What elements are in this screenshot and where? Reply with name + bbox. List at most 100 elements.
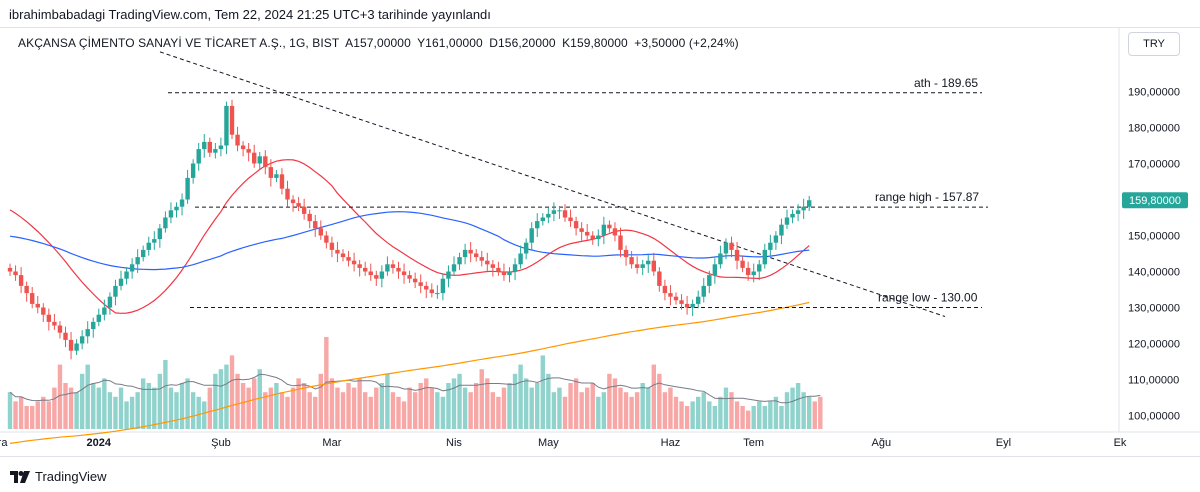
candle-body xyxy=(779,224,784,236)
candle-body xyxy=(640,264,645,268)
candle-body xyxy=(673,296,679,301)
volume-bar xyxy=(174,392,179,429)
volume-bar xyxy=(818,396,823,429)
candle-body xyxy=(113,285,118,297)
candle-body xyxy=(401,271,407,276)
volume-bar xyxy=(390,392,396,429)
volume-bar xyxy=(679,401,684,429)
volume-bar xyxy=(190,392,196,429)
candle-body xyxy=(351,260,357,265)
candle-body xyxy=(690,303,695,308)
candle-body xyxy=(573,221,579,229)
candle-body xyxy=(745,267,751,276)
candle-body xyxy=(91,321,96,330)
volume-bar xyxy=(368,396,373,429)
candle-body xyxy=(363,267,368,272)
candle-body xyxy=(457,257,462,265)
volume-bar xyxy=(807,396,812,429)
candle-body xyxy=(7,267,13,272)
candle-body xyxy=(784,217,790,225)
candle-body xyxy=(701,285,706,297)
volume-bar xyxy=(585,387,590,429)
volume-bar xyxy=(129,396,135,429)
candle-body xyxy=(174,206,179,211)
volume-bar xyxy=(213,373,218,429)
candle-body xyxy=(429,289,434,294)
candle-body xyxy=(579,228,584,232)
volume-bar xyxy=(229,355,235,429)
volume-bar xyxy=(363,392,368,429)
currency-selector[interactable]: TRY xyxy=(1128,32,1180,56)
volume-bar xyxy=(612,378,618,429)
price-chart[interactable]: ath - 189.65 range high - 157.87 range low… xyxy=(0,28,1200,456)
candle-body xyxy=(141,249,146,258)
candle-body xyxy=(196,149,201,164)
header-bar: ibrahimbabadagi TradingView.com, Tem 22,… xyxy=(0,0,1200,28)
volume-bar xyxy=(690,401,695,429)
volume-bar xyxy=(263,392,268,429)
candle-body xyxy=(562,210,568,218)
ohlc-close: K159,80000 xyxy=(562,36,628,50)
volume-bar xyxy=(296,378,301,429)
x-tick-label: Ağu xyxy=(872,437,892,449)
ma-red-line xyxy=(9,159,810,314)
y-tick-label: 140,00000 xyxy=(1128,267,1180,279)
volume-bar xyxy=(673,396,679,429)
chart-frame[interactable]: ath - 189.65 range high - 157.87 range low… xyxy=(0,28,1200,456)
trendline xyxy=(159,51,946,317)
candle-body xyxy=(568,217,573,222)
brand-name: TradingView xyxy=(35,469,107,484)
volume-bar xyxy=(235,373,240,429)
candle-body xyxy=(807,200,812,207)
candle-body xyxy=(157,228,163,240)
volume-bar xyxy=(557,387,562,429)
volume-bar xyxy=(52,387,57,429)
tradingview-logo-icon xyxy=(10,470,30,483)
candle-body xyxy=(634,264,640,268)
range-high-label: range high - 157.87 xyxy=(875,190,979,204)
volume-bar xyxy=(301,383,307,429)
volume-bar xyxy=(446,383,451,429)
volume-bar xyxy=(318,373,323,429)
volume-bar xyxy=(707,401,712,429)
y-tick-label: 190,00000 xyxy=(1128,87,1180,99)
candle-body xyxy=(63,332,68,340)
volume-bar xyxy=(762,406,767,429)
ohlc-high: Y161,00000 xyxy=(417,36,483,50)
candle-body xyxy=(479,257,484,261)
volume-bar xyxy=(618,387,623,429)
volume-bar xyxy=(662,392,668,429)
volume-bar xyxy=(529,387,534,429)
candle-body xyxy=(13,271,18,276)
candle-body xyxy=(257,156,262,164)
volume-bar xyxy=(607,373,612,429)
volume-bar xyxy=(252,378,257,429)
volume-bar xyxy=(24,406,29,429)
candle-body xyxy=(768,242,773,250)
candle-body xyxy=(629,257,634,265)
candle-body xyxy=(368,271,373,276)
volume-bar xyxy=(152,387,157,429)
candle-body xyxy=(335,249,340,254)
candle-body xyxy=(651,260,656,272)
volume-bar xyxy=(340,392,346,429)
volume-ma-line xyxy=(9,373,821,404)
volume-bar xyxy=(224,364,229,429)
volume-bar xyxy=(168,387,174,429)
candle-body xyxy=(412,278,418,283)
volume-bar xyxy=(701,392,706,429)
candle-body xyxy=(535,221,540,229)
volume-bar xyxy=(407,387,412,429)
candle-body xyxy=(52,321,57,326)
volume-bar xyxy=(74,392,79,429)
volume-bar xyxy=(451,378,457,429)
volume-bar xyxy=(313,396,318,429)
candle-body xyxy=(68,339,74,351)
candle-body xyxy=(235,134,240,146)
candle-body xyxy=(85,329,90,337)
volume-bar xyxy=(629,396,634,429)
volume-bar xyxy=(79,373,85,429)
candle-body xyxy=(740,260,745,268)
tradingview-logo[interactable]: TradingView xyxy=(10,469,107,484)
volume-bar xyxy=(573,378,579,429)
